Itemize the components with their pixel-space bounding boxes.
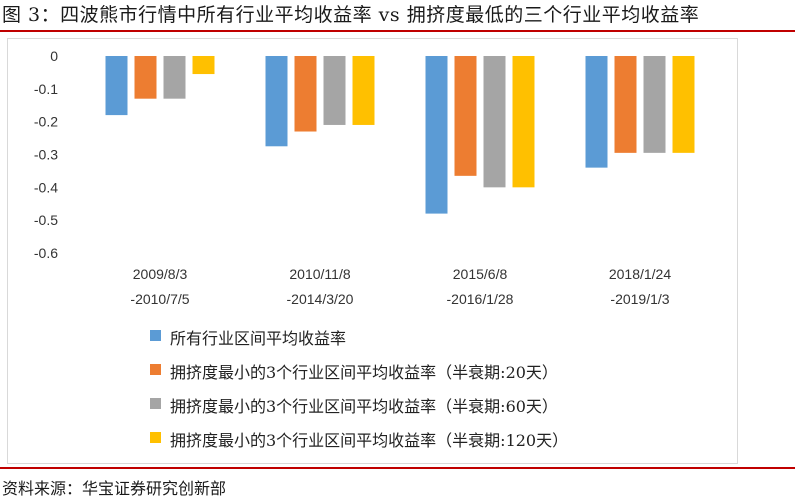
x-category-label: 2015/6/8: [453, 266, 508, 282]
y-tick-label: -0.1: [34, 81, 58, 97]
x-category-label: 2018/1/24: [609, 266, 671, 282]
legend-swatch: [150, 398, 161, 409]
bar: [294, 56, 317, 132]
bar: [585, 56, 608, 168]
legend-swatch: [150, 364, 161, 375]
chart-frame: [7, 38, 738, 464]
x-category-label: -2014/3/20: [287, 291, 354, 307]
x-category-label: -2010/7/5: [130, 291, 189, 307]
bar: [483, 56, 506, 188]
source-note: 资料来源：华宝证券研究创新部: [2, 479, 227, 498]
x-category-label: 2009/8/3: [133, 266, 188, 282]
bar: [192, 56, 215, 75]
bar: [454, 56, 477, 176]
bar: [352, 56, 375, 125]
x-category-label: -2016/1/28: [447, 291, 514, 307]
legend-swatch: [150, 432, 161, 443]
bar: [105, 56, 128, 116]
title-divider: [0, 30, 795, 32]
y-tick-label: -0.4: [34, 179, 58, 195]
bar: [614, 56, 637, 153]
bar: [672, 56, 695, 153]
bar: [323, 56, 346, 125]
y-tick-label: -0.6: [34, 245, 58, 261]
x-category-label: 2010/11/8: [289, 266, 350, 282]
bar: [643, 56, 666, 153]
bar: [163, 56, 186, 99]
bar: [265, 56, 288, 147]
bar: [134, 56, 157, 99]
y-tick-label: -0.3: [34, 147, 58, 163]
bar: [512, 56, 535, 188]
x-category-label: -2019/1/3: [610, 291, 669, 307]
y-tick-label: 0: [50, 48, 58, 64]
legend-swatch: [150, 330, 161, 341]
legend-label: 拥挤度最小的3个行业区间平均收益率（半衰期:20天）: [170, 363, 558, 382]
figure-title: 图 3：四波熊市行情中所有行业平均收益率 vs 拥挤度最低的三个行业平均收益率: [2, 4, 700, 26]
legend-label: 所有行业区间平均收益率: [170, 329, 347, 348]
y-tick-label: -0.5: [34, 212, 58, 228]
y-tick-label: -0.2: [34, 114, 58, 130]
legend-label: 拥挤度最小的3个行业区间平均收益率（半衰期:120天）: [170, 431, 569, 450]
bar: [425, 56, 448, 214]
footer-divider: [0, 467, 795, 469]
legend-label: 拥挤度最小的3个行业区间平均收益率（半衰期:60天）: [170, 397, 558, 416]
